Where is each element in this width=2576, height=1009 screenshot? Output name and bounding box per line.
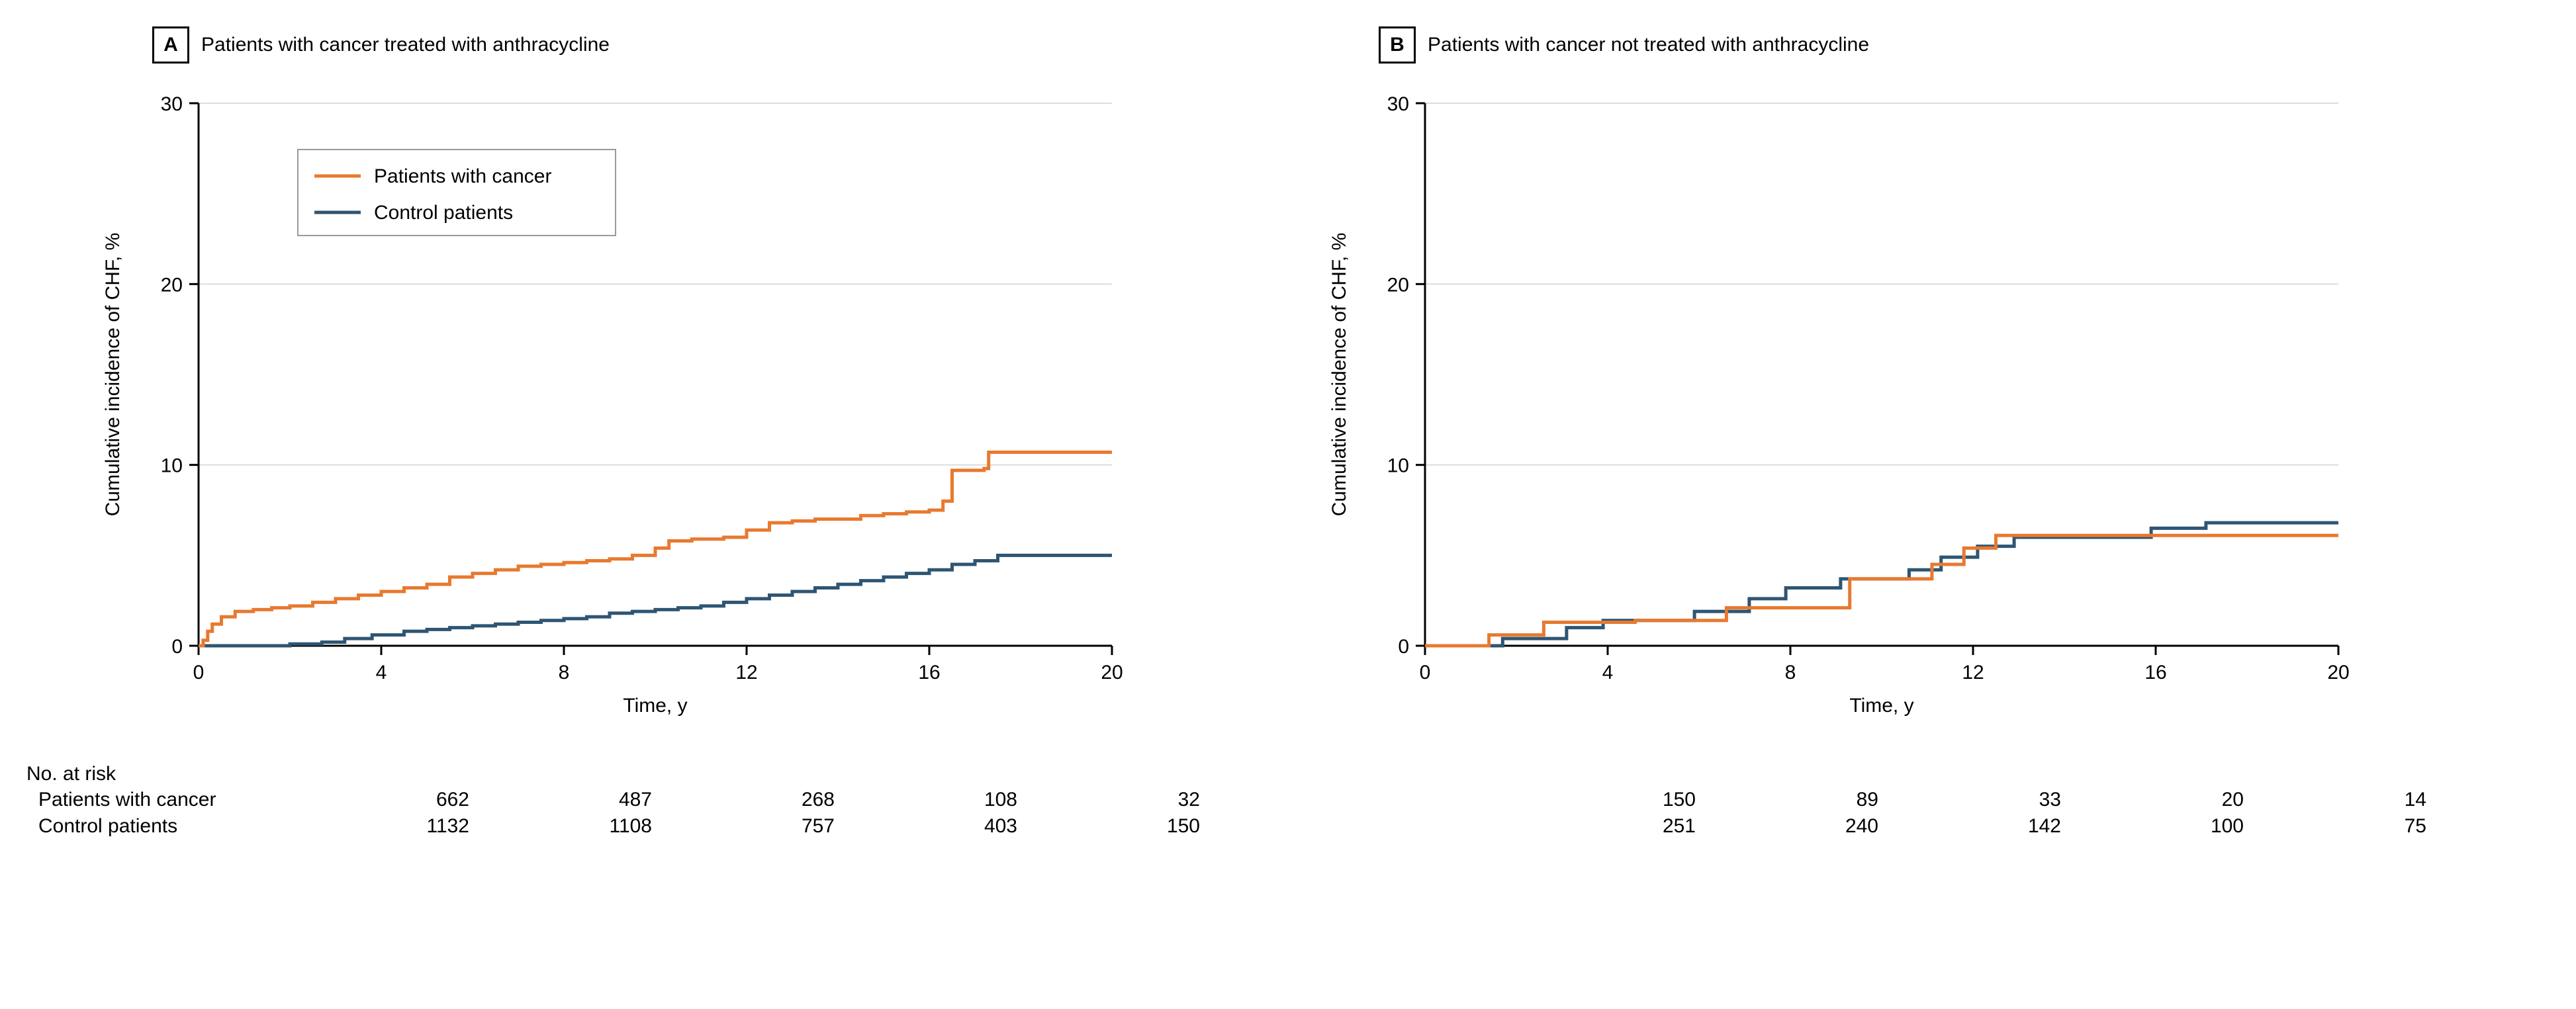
panelB-svg: 0 10 20 30 0 4 8 12 16 20 Cumulative incidence of … (1253, 83, 2378, 745)
risk-values-cancer: 66248726810832 (263, 789, 1200, 811)
legend-label-cancer: Patients with cancer (374, 165, 551, 187)
panel-a-risk-table: No. at riskPatients with cancer662487268… (26, 763, 1200, 840)
risk-cell: 268 (652, 789, 835, 811)
y-tick-label: 30 (1387, 93, 1409, 115)
panel-b-chart: 0 10 20 30 0 4 8 12 16 20 Cumulative incidence of … (1253, 83, 2426, 750)
panel-a-chart: 0 10 20 30 0 4 8 12 16 20 Cumulative incidence of … (26, 83, 1200, 750)
x-axis-label: Time, y (1849, 695, 1913, 717)
figure-container: A Patients with cancer treated with anth… (26, 26, 2550, 840)
risk-cell: 32 (1017, 789, 1200, 811)
risk-cell: 487 (469, 789, 652, 811)
risk-cell: 1132 (263, 815, 469, 838)
risk-header-spacer (1253, 763, 2426, 785)
x-tick-label: 20 (2327, 662, 2349, 683)
risk-cell: 108 (835, 789, 1017, 811)
risk-cell: 757 (652, 815, 835, 838)
x-tick-label: 16 (918, 662, 940, 683)
x-tick-label: 8 (559, 662, 570, 683)
y-tick-label: 20 (1387, 274, 1409, 296)
risk-cell: 33 (1878, 789, 2061, 811)
risk-cell: 150 (1490, 789, 1696, 811)
risk-cell: 150 (1017, 815, 1200, 838)
risk-row-control: Control patients11321108757403150 (26, 813, 1200, 840)
panel-b-title-row: B Patients with cancer not treated with … (1379, 26, 2426, 64)
risk-cell: 662 (263, 789, 469, 811)
risk-values-control: 25124014210075 (1490, 815, 2426, 838)
risk-label-cancer: Patients with cancer (26, 789, 263, 811)
y-axis-label: Cumulative incidence of CHF, % (1328, 233, 1350, 517)
x-tick-label: 4 (376, 662, 387, 683)
x-tick-label: 0 (193, 662, 205, 683)
risk-cell: 251 (1490, 815, 1696, 838)
panel-a: A Patients with cancer treated with anth… (26, 26, 1200, 840)
y-axis-label: Cumulative incidence of CHF, % (102, 233, 124, 517)
legend-label-control: Control patients (374, 202, 513, 224)
risk-cell: 240 (1696, 815, 1878, 838)
panel-b-letter: B (1379, 26, 1416, 64)
y-tick-label: 10 (161, 455, 183, 477)
x-tick-label: 0 (1420, 662, 1431, 683)
risk-cell: 142 (1878, 815, 2061, 838)
risk-cell: 20 (2061, 789, 2244, 811)
y-tick-label: 0 (1398, 636, 1409, 658)
x-tick-label: 8 (1785, 662, 1796, 683)
risk-row-cancer: 15089332014 (1253, 787, 2426, 813)
risk-cell: 403 (835, 815, 1017, 838)
y-tick-label: 30 (161, 93, 183, 115)
panel-a-title-text: Patients with cancer treated with anthra… (201, 34, 610, 56)
panelA-svg: 0 10 20 30 0 4 8 12 16 20 Cumulative incidence of … (26, 83, 1152, 745)
panel-b-title-text: Patients with cancer not treated with an… (1428, 34, 1869, 56)
x-axis-label: Time, y (623, 695, 687, 717)
panel-a-letter: A (152, 26, 189, 64)
risk-row-control: 25124014210075 (1253, 813, 2426, 840)
panel-a-title-row: A Patients with cancer treated with anth… (152, 26, 1200, 64)
x-tick-label: 12 (735, 662, 757, 683)
y-tick-label: 20 (161, 274, 183, 296)
risk-cell: 100 (2061, 815, 2244, 838)
x-tick-label: 4 (1602, 662, 1614, 683)
risk-values-cancer: 15089332014 (1490, 789, 2426, 811)
risk-header: No. at risk (26, 763, 1200, 785)
y-tick-label: 0 (171, 636, 183, 658)
risk-label-control: Control patients (26, 815, 263, 838)
risk-cell: 14 (2244, 789, 2426, 811)
risk-cell: 75 (2244, 815, 2426, 838)
y-tick-label: 10 (1387, 455, 1409, 477)
x-tick-label: 20 (1101, 662, 1123, 683)
series-cancer (1425, 535, 2338, 646)
risk-row-cancer: Patients with cancer66248726810832 (26, 787, 1200, 813)
risk-cell: 1108 (469, 815, 652, 838)
risk-cell: 89 (1696, 789, 1878, 811)
series-cancer (199, 453, 1112, 646)
x-tick-label: 16 (2144, 662, 2166, 683)
risk-values-control: 11321108757403150 (263, 815, 1200, 838)
series-control (1425, 523, 2338, 646)
panel-b-risk-table: 15089332014 25124014210075 (1253, 763, 2426, 840)
x-tick-label: 12 (1962, 662, 1984, 683)
panel-b: B Patients with cancer not treated with … (1253, 26, 2426, 840)
